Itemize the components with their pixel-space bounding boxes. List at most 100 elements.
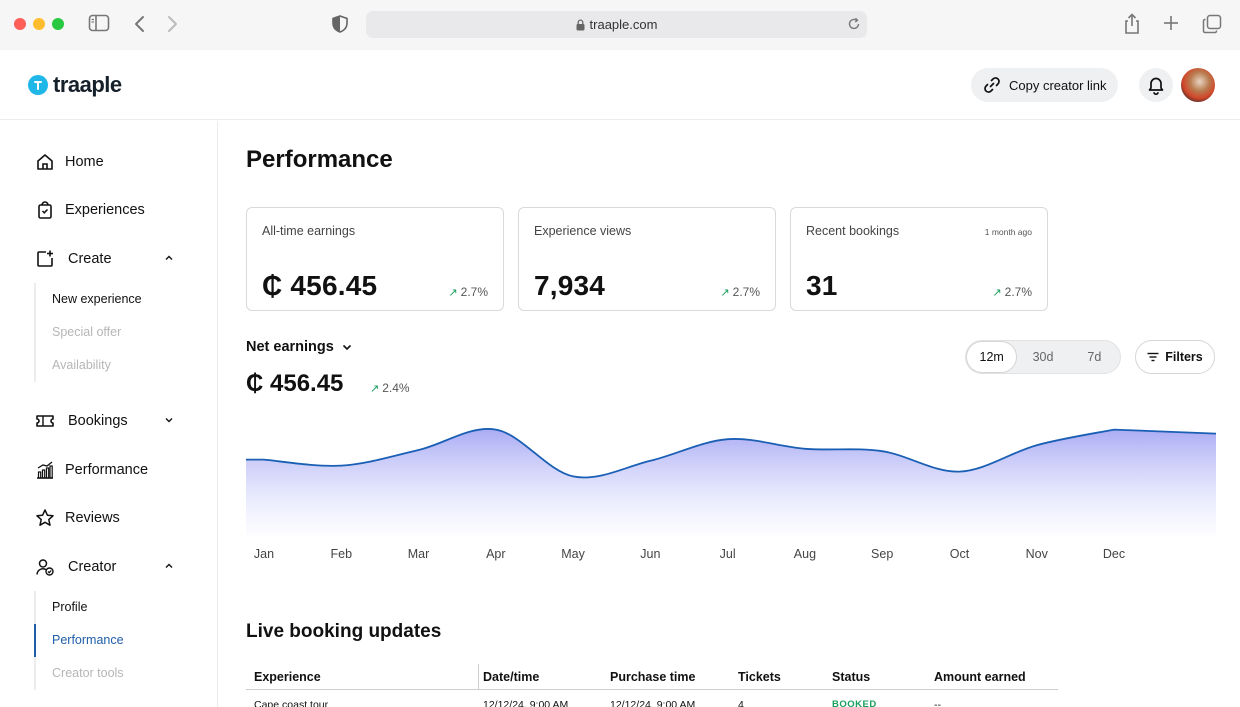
reload-icon[interactable]: [847, 17, 861, 31]
column-header-date-time[interactable]: Date/time: [483, 670, 540, 684]
window-minimize-button[interactable]: [33, 18, 45, 30]
brand-logo[interactable]: traaple: [28, 72, 122, 98]
column-divider: [478, 664, 479, 690]
range-tab-7d[interactable]: 7d: [1087, 350, 1102, 364]
notifications-button[interactable]: [1139, 68, 1173, 102]
tab-overview-icon[interactable]: [1202, 14, 1222, 34]
user-check-icon: [34, 556, 56, 578]
forward-icon[interactable]: [165, 15, 179, 33]
net-earnings-chart: Jan Feb Mar Apr May Jun Jul Aug Sep Oct Nov Dec: [246, 400, 1217, 570]
x-tick-label-nov: Nov: [1025, 547, 1048, 561]
chart-series-line: [246, 428, 1217, 479]
cell-status-badge: BOOKED: [832, 699, 877, 707]
browser-toolbar: traaple.com: [0, 0, 1240, 50]
x-tick-label-oct: Oct: [949, 547, 970, 561]
x-tick-label-jul: Jul: [719, 547, 736, 561]
filter-lines-icon: [1147, 352, 1159, 362]
ticket-bag-icon: [34, 199, 56, 221]
stat-card-value: ₵ 456.45: [262, 270, 378, 301]
sidebar-item-reviews[interactable]: Reviews: [34, 503, 120, 533]
subnav-item-new-experience[interactable]: New experience: [52, 292, 142, 306]
cell-experience: Cape coast tour: [254, 699, 329, 707]
x-tick-label-aug: Aug: [793, 547, 817, 561]
window-zoom-button[interactable]: [52, 18, 64, 30]
new-tab-icon[interactable]: [1163, 15, 1179, 31]
sidebar-item-experiences[interactable]: Experiences: [34, 195, 145, 225]
sidebar-item-label: Create: [68, 251, 112, 267]
x-tick-label-may: May: [561, 547, 585, 561]
sidebar-item-create[interactable]: Create: [34, 244, 173, 274]
column-header-amount-earned[interactable]: Amount earned: [934, 670, 1026, 684]
net-earnings-delta: ↗ 2.4%: [370, 381, 410, 395]
column-header-experience[interactable]: Experience: [254, 670, 321, 684]
chevron-up-icon[interactable]: [164, 561, 174, 571]
x-tick-label-jan: Jan: [253, 547, 275, 561]
chevron-down-icon: [342, 342, 352, 352]
star-icon: [34, 507, 56, 529]
copy-creator-link-label: Copy creator link: [1009, 77, 1107, 93]
delta-text: 2.7%: [460, 285, 488, 299]
filters-button[interactable]: Filters: [1135, 340, 1215, 374]
trend-up-icon: ↗: [720, 286, 730, 299]
subnav-item-availability[interactable]: Availability: [52, 358, 111, 372]
sidebar-item-bookings[interactable]: Bookings: [34, 406, 173, 436]
x-tick-label-dec: Dec: [1102, 547, 1126, 561]
sidebar-item-label: Experiences: [65, 202, 145, 218]
sidebar-toggle-icon[interactable]: [88, 14, 110, 32]
trend-up-icon: ↗: [370, 382, 380, 395]
window-close-button[interactable]: [14, 18, 26, 30]
net-earnings-dropdown[interactable]: Net earnings: [246, 339, 352, 355]
range-tab-30d[interactable]: 30d: [1032, 350, 1054, 364]
sidebar-item-performance[interactable]: Performance: [34, 455, 148, 485]
range-tab-12m[interactable]: 12m: [966, 341, 1018, 373]
cell-date-time: 12/12/24, 9:00 AM: [483, 699, 569, 707]
brand-name: traaple: [53, 72, 122, 97]
sidebar: Home Experiences Create New experience S…: [0, 121, 218, 707]
net-earnings-value: ₵ 456.45: [246, 370, 344, 397]
delta-text: 2.7%: [1004, 285, 1032, 299]
stat-card-label: Recent bookings: [806, 224, 900, 238]
sidebar-item-creator[interactable]: Creator: [34, 552, 173, 582]
cell-amount-earned: --: [934, 699, 941, 707]
link-icon: [983, 76, 1001, 94]
column-header-purchase-time[interactable]: Purchase time: [610, 670, 696, 684]
sidebar-item-label: Creator: [68, 559, 117, 575]
stat-card-bookings: Recent bookings 1 month ago 31 ↗ 2.7%: [790, 207, 1048, 311]
column-header-tickets[interactable]: Tickets: [738, 670, 781, 684]
copy-creator-link-button[interactable]: Copy creator link: [971, 68, 1118, 102]
delta-text: 2.7%: [732, 285, 760, 299]
sidebar-item-label: Bookings: [68, 413, 128, 429]
stat-card-value: 7,934: [534, 270, 606, 301]
subnav-item-profile[interactable]: Profile: [52, 600, 88, 614]
chevron-down-icon[interactable]: [164, 415, 174, 425]
app-header: traaple Copy creator link: [0, 50, 1240, 120]
sidebar-item-home[interactable]: Home: [34, 147, 104, 177]
sidebar-item-label: Home: [65, 154, 104, 170]
stat-card-views: Experience views 7,934 ↗ 2.7%: [518, 207, 776, 311]
lock-icon: [576, 18, 585, 31]
range-selector: 12m 30d 7d: [965, 340, 1121, 374]
chevron-up-icon[interactable]: [164, 253, 174, 263]
home-icon: [34, 151, 56, 173]
stat-card-delta: ↗ 2.7%: [448, 285, 488, 299]
share-icon[interactable]: [1123, 13, 1141, 35]
subnav-item-creator-tools[interactable]: Creator tools: [52, 666, 124, 680]
column-header-status[interactable]: Status: [832, 670, 871, 684]
address-bar[interactable]: traaple.com: [366, 11, 867, 38]
live-booking-title: Live booking updates: [246, 621, 442, 642]
stat-card-earnings: All-time earnings ₵ 456.45 ↗ 2.7%: [246, 207, 504, 311]
cell-tickets: 4: [738, 699, 744, 707]
stat-card-label: All-time earnings: [262, 224, 356, 238]
user-avatar[interactable]: [1181, 68, 1215, 102]
subnav-item-performance[interactable]: Performance: [34, 624, 124, 657]
privacy-shield-icon[interactable]: [332, 15, 348, 33]
stat-card-delta: ↗ 2.7%: [992, 285, 1032, 299]
stat-card-delta: ↗ 2.7%: [720, 285, 760, 299]
back-icon[interactable]: [133, 15, 147, 33]
url-text: traaple.com: [589, 17, 658, 32]
table-row[interactable]: Cape coast tour 12/12/24, 9:00 AM 12/12/…: [246, 690, 1058, 707]
trend-up-icon: ↗: [992, 286, 1002, 299]
creator-subnav: Profile Performance Creator tools: [34, 591, 124, 690]
logo-mark-icon: [28, 75, 48, 95]
subnav-item-special-offer[interactable]: Special offer: [52, 325, 122, 339]
